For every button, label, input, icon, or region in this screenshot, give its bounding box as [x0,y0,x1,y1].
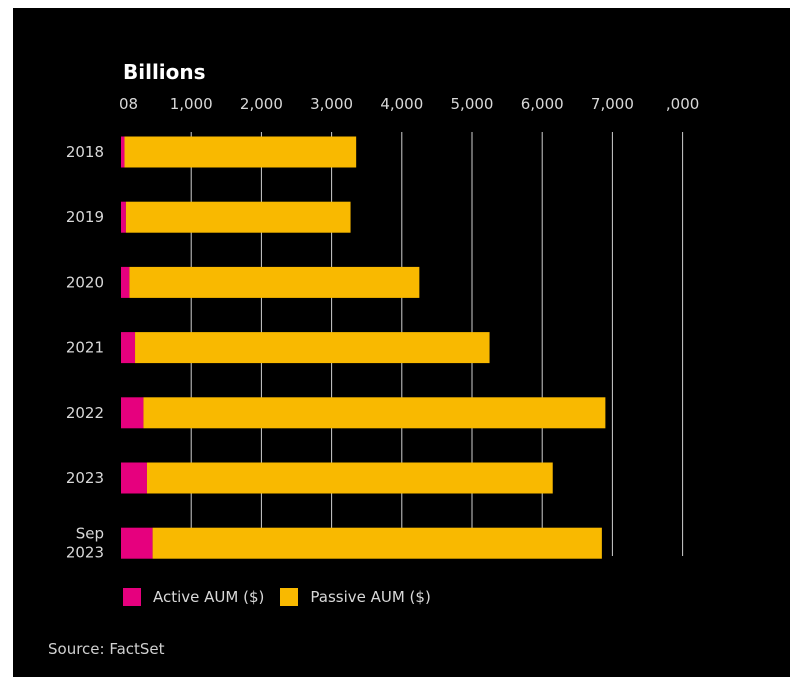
x-tick-label: ,000 [666,95,699,113]
bar-passive-aum [124,136,357,168]
bar-passive-aum [135,332,490,364]
x-tick-label: 3,000 [310,95,353,113]
bar-active-aum [121,136,125,168]
bar-active-aum [121,462,147,494]
y-category-label: 2018 [66,143,104,161]
legend-label-active: Active AUM ($) [153,588,265,606]
bar-active-aum [121,332,136,364]
bar-active-aum [121,266,130,298]
bar-passive-aum [129,266,420,298]
unit-label: Billions [123,60,206,84]
x-tick-label: 7,000 [591,95,634,113]
legend-swatch-passive [280,588,299,606]
legend-item-active: Active AUM ($) [123,588,264,606]
legend: Active AUM ($) Passive AUM ($) [123,588,447,606]
y-category-label: 2019 [66,208,104,226]
legend-swatch-active [123,588,141,606]
bar-active-aum [121,397,144,429]
y-category-label: 2020 [66,273,104,291]
y-category-label: 2022 [66,404,104,422]
y-category-label: 2023 [66,469,104,487]
x-tick-label: 2,000 [240,95,283,113]
x-tick-label: 1,000 [170,95,213,113]
bar-active-aum [121,201,126,233]
bar-passive-aum [143,397,606,429]
legend-item-passive: Passive AUM ($) [280,588,431,606]
legend-label-passive: Passive AUM ($) [310,588,431,606]
bar-passive-aum [125,201,351,233]
x-tick-label: 5,000 [451,95,494,113]
bar-passive-aum [146,462,553,494]
bar-passive-aum [152,527,602,559]
x-tick-label: 08 [119,95,138,113]
bar-active-aum [121,527,153,559]
source-note: Source: FactSet [48,640,165,658]
y-category-label: Sep 2023 [66,525,104,562]
x-tick-label: 6,000 [521,95,564,113]
y-category-label: 2021 [66,339,104,357]
x-tick-label: 4,000 [380,95,423,113]
